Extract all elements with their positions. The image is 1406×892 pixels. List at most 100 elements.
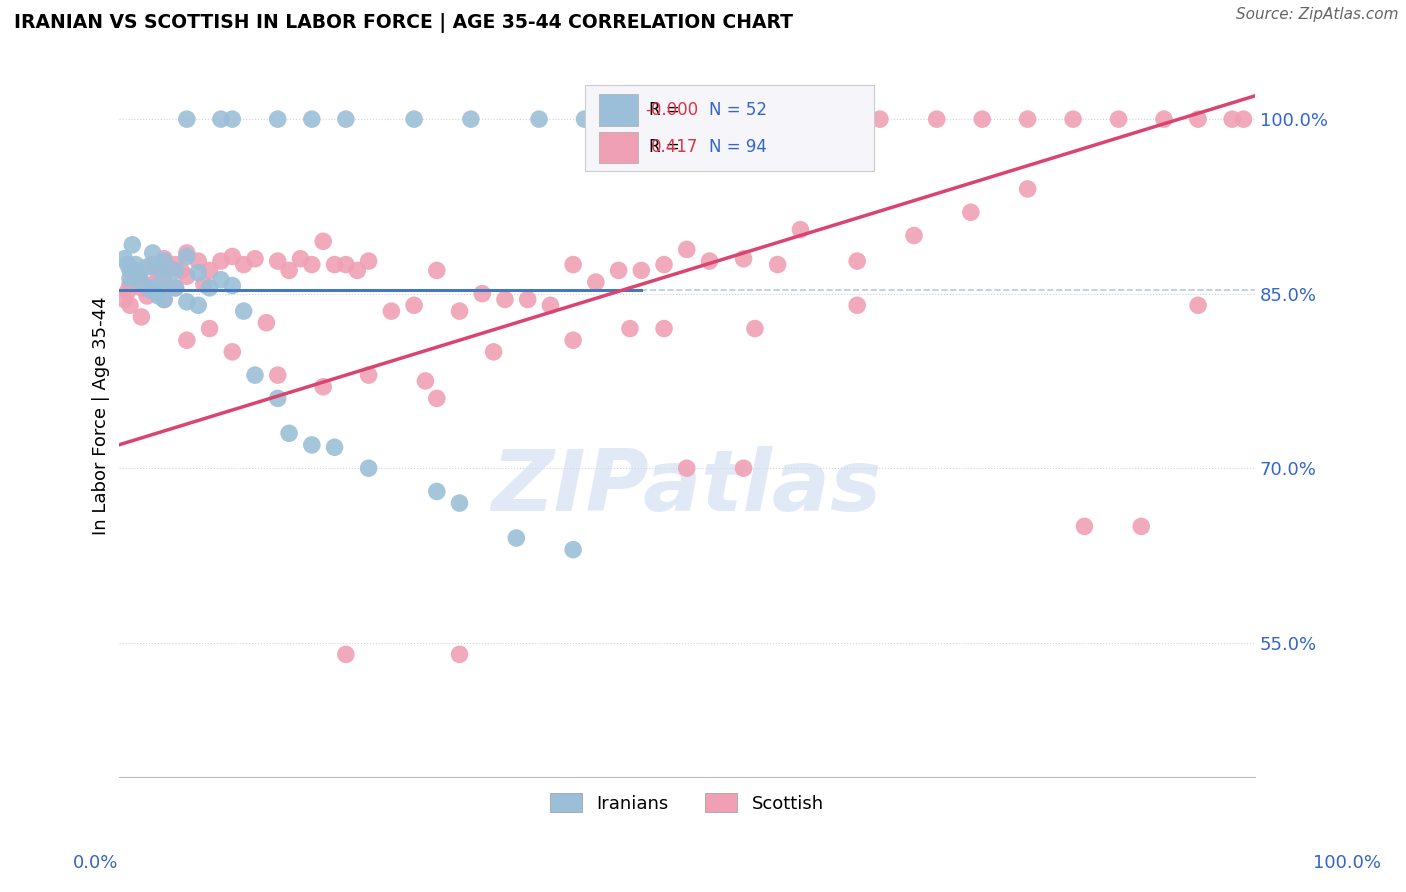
Point bbox=[221, 249, 243, 263]
Text: IRANIAN VS SCOTTISH IN LABOR FORCE | AGE 35-44 CORRELATION CHART: IRANIAN VS SCOTTISH IN LABOR FORCE | AGE… bbox=[14, 13, 793, 33]
Point bbox=[176, 249, 198, 263]
Point bbox=[278, 426, 301, 441]
Point bbox=[527, 112, 550, 127]
Point bbox=[426, 484, 449, 499]
Point bbox=[165, 258, 187, 272]
Point bbox=[232, 258, 254, 272]
Point bbox=[482, 344, 505, 359]
Point bbox=[516, 293, 538, 307]
Point bbox=[1232, 112, 1254, 127]
Text: R =: R = bbox=[650, 101, 681, 119]
Text: Source: ZipAtlas.com: Source: ZipAtlas.com bbox=[1236, 7, 1399, 22]
Text: 100.0%: 100.0% bbox=[1313, 855, 1381, 872]
Point bbox=[415, 374, 437, 388]
Point bbox=[232, 304, 254, 318]
Point bbox=[278, 263, 301, 277]
Text: ZIPatlas: ZIPatlas bbox=[492, 447, 882, 530]
Point bbox=[619, 321, 641, 335]
Point bbox=[176, 246, 198, 260]
Point bbox=[789, 222, 811, 236]
Point bbox=[187, 254, 209, 268]
Point bbox=[142, 277, 165, 292]
Point bbox=[128, 271, 150, 285]
Point bbox=[505, 531, 527, 545]
Point bbox=[766, 112, 789, 127]
Point bbox=[652, 321, 675, 335]
Point bbox=[733, 252, 755, 266]
Point bbox=[243, 252, 266, 266]
Point bbox=[198, 263, 221, 277]
Point bbox=[562, 258, 585, 272]
Point bbox=[267, 112, 290, 127]
Point bbox=[165, 281, 187, 295]
Point bbox=[148, 289, 170, 303]
Point bbox=[118, 298, 141, 312]
FancyBboxPatch shape bbox=[585, 86, 875, 170]
Point bbox=[131, 275, 153, 289]
Point bbox=[118, 277, 141, 292]
Point bbox=[335, 648, 357, 662]
Point bbox=[165, 281, 187, 295]
Point bbox=[301, 438, 323, 452]
Point bbox=[538, 298, 561, 312]
Point bbox=[176, 333, 198, 347]
Point bbox=[607, 263, 630, 277]
Point bbox=[652, 112, 675, 127]
Point bbox=[323, 440, 346, 454]
Point bbox=[1187, 298, 1209, 312]
Point bbox=[619, 112, 641, 127]
Point bbox=[243, 368, 266, 383]
Point bbox=[404, 298, 426, 312]
Point bbox=[267, 392, 290, 406]
Point bbox=[903, 228, 925, 243]
Point bbox=[187, 266, 209, 280]
Point bbox=[846, 254, 869, 268]
Point bbox=[346, 263, 368, 277]
Point bbox=[142, 281, 165, 295]
Point bbox=[153, 273, 176, 287]
Point bbox=[699, 254, 721, 268]
Point bbox=[312, 380, 335, 394]
Point bbox=[221, 344, 243, 359]
Point bbox=[449, 648, 471, 662]
Point bbox=[139, 283, 162, 297]
Point bbox=[112, 293, 135, 307]
Point bbox=[121, 237, 143, 252]
Point bbox=[153, 293, 176, 307]
Point bbox=[1017, 182, 1039, 196]
Point bbox=[959, 205, 981, 219]
Point bbox=[176, 269, 198, 284]
Point bbox=[301, 258, 323, 272]
Point bbox=[136, 289, 159, 303]
Text: R =: R = bbox=[650, 138, 681, 156]
Point bbox=[136, 260, 159, 274]
Point bbox=[176, 294, 198, 309]
Point bbox=[574, 112, 596, 127]
Point bbox=[471, 286, 494, 301]
Point bbox=[630, 263, 652, 277]
Point bbox=[312, 235, 335, 249]
Point bbox=[1220, 112, 1243, 127]
Point bbox=[335, 112, 357, 127]
Point bbox=[607, 112, 630, 127]
Point bbox=[112, 252, 135, 266]
Point bbox=[1130, 519, 1153, 533]
Point bbox=[335, 258, 357, 272]
Point bbox=[699, 112, 721, 127]
Point bbox=[118, 271, 141, 285]
Point bbox=[131, 310, 153, 324]
Point bbox=[675, 461, 697, 475]
Point bbox=[221, 278, 243, 293]
Point bbox=[925, 112, 948, 127]
Point bbox=[290, 252, 312, 266]
Point bbox=[125, 263, 148, 277]
Point bbox=[128, 267, 150, 281]
Y-axis label: In Labor Force | Age 35-44: In Labor Force | Age 35-44 bbox=[93, 296, 110, 535]
Point bbox=[153, 275, 176, 289]
Point bbox=[449, 304, 471, 318]
Point bbox=[221, 112, 243, 127]
Point bbox=[153, 293, 176, 307]
Point bbox=[301, 112, 323, 127]
Point bbox=[198, 281, 221, 295]
Point bbox=[585, 275, 607, 289]
